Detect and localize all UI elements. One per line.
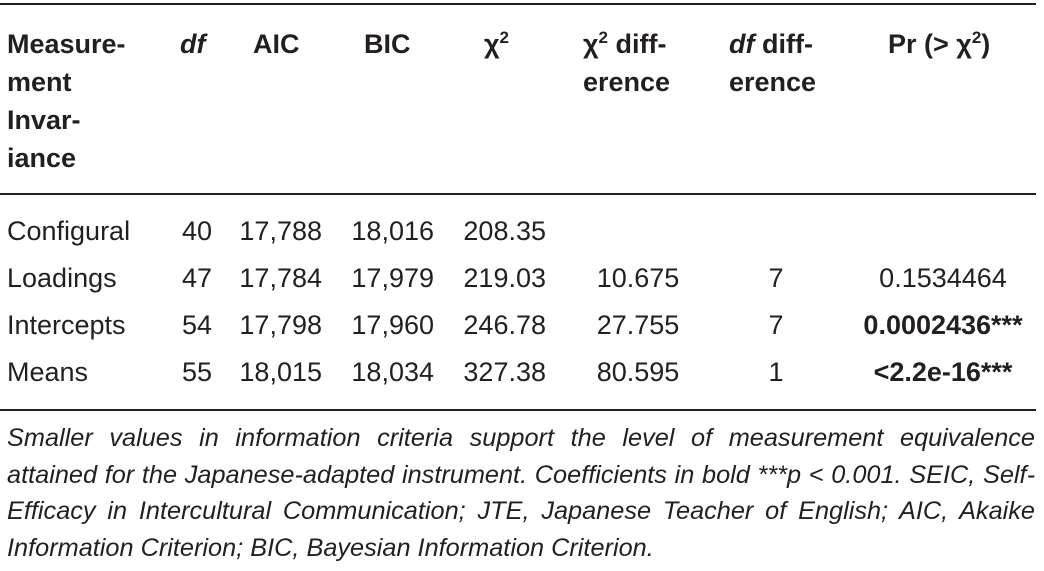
header-line: Invar- [7, 105, 81, 135]
cell-pr: 0.1534464 [879, 263, 1007, 293]
cell-chi2-difference: 10.675 [596, 263, 680, 293]
superscript: 2 [598, 28, 609, 47]
header-text: df [729, 29, 755, 59]
cell-aic: 18,015 [239, 357, 322, 387]
cell-df-difference: 7 [768, 310, 784, 340]
header-aic: AIC [253, 29, 300, 59]
superscript: 2 [971, 28, 982, 47]
cell-chi2: 327.38 [463, 357, 546, 387]
header-text: Pr (> χ [888, 29, 972, 59]
row-label: Intercepts [7, 310, 126, 340]
cell-bic: 18,016 [351, 216, 434, 246]
header-text: ) [981, 29, 991, 59]
cell-aic: 17,798 [239, 310, 322, 340]
cell-pr: 0.0002436*** [863, 310, 1023, 340]
header-pr-chi2: Pr (> χ2) [888, 25, 990, 63]
cell-chi2: 219.03 [463, 263, 546, 293]
cell-df: 47 [181, 263, 212, 293]
chi-symbol: χ [583, 29, 599, 59]
cell-aic: 17,784 [239, 263, 322, 293]
header-measurement-invariance: Measure- ment Invar- iance [7, 25, 126, 177]
row-label: Configural [7, 216, 131, 246]
header-chi2-difference: χ2 diff- erence [583, 25, 670, 101]
table-bottom-rule [0, 409, 1036, 411]
cell-bic: 18,034 [351, 357, 434, 387]
cell-chi2: 246.78 [463, 310, 546, 340]
cell-chi2-difference: 80.595 [596, 357, 680, 387]
header-line: erence [729, 67, 817, 97]
cell-df: 54 [181, 310, 212, 340]
header-df: df [180, 29, 206, 59]
header-df-difference: df diff- erence [729, 25, 816, 101]
header-line: iance [7, 143, 77, 173]
cell-bic: 17,979 [351, 263, 434, 293]
chi-symbol: χ [484, 29, 500, 59]
cell-df: 40 [181, 216, 212, 246]
cell-chi2: 208.35 [463, 216, 546, 246]
header-text: diff- [608, 29, 667, 59]
cell-bic: 17,960 [351, 310, 434, 340]
table-footnote: Smaller values in information criteria s… [7, 424, 1035, 562]
cell-pr: <2.2e-16*** [873, 357, 1013, 387]
cell-df-difference: 7 [768, 263, 784, 293]
header-line: erence [583, 67, 671, 97]
cell-chi2-difference: 27.755 [596, 310, 680, 340]
cell-df: 55 [181, 357, 212, 387]
header-bic: BIC [364, 29, 411, 59]
header-line: Measure- [7, 29, 126, 59]
header-divider-rule [0, 193, 1036, 195]
row-label: Loadings [7, 263, 117, 293]
cell-aic: 17,788 [239, 216, 322, 246]
header-chi2: χ2 [484, 25, 509, 63]
header-line: ment [7, 67, 72, 97]
table-top-rule [0, 3, 1036, 5]
cell-df-difference: 1 [768, 357, 784, 387]
superscript: 2 [499, 28, 510, 47]
row-label: Means [7, 357, 89, 387]
header-text: diff- [754, 29, 813, 59]
